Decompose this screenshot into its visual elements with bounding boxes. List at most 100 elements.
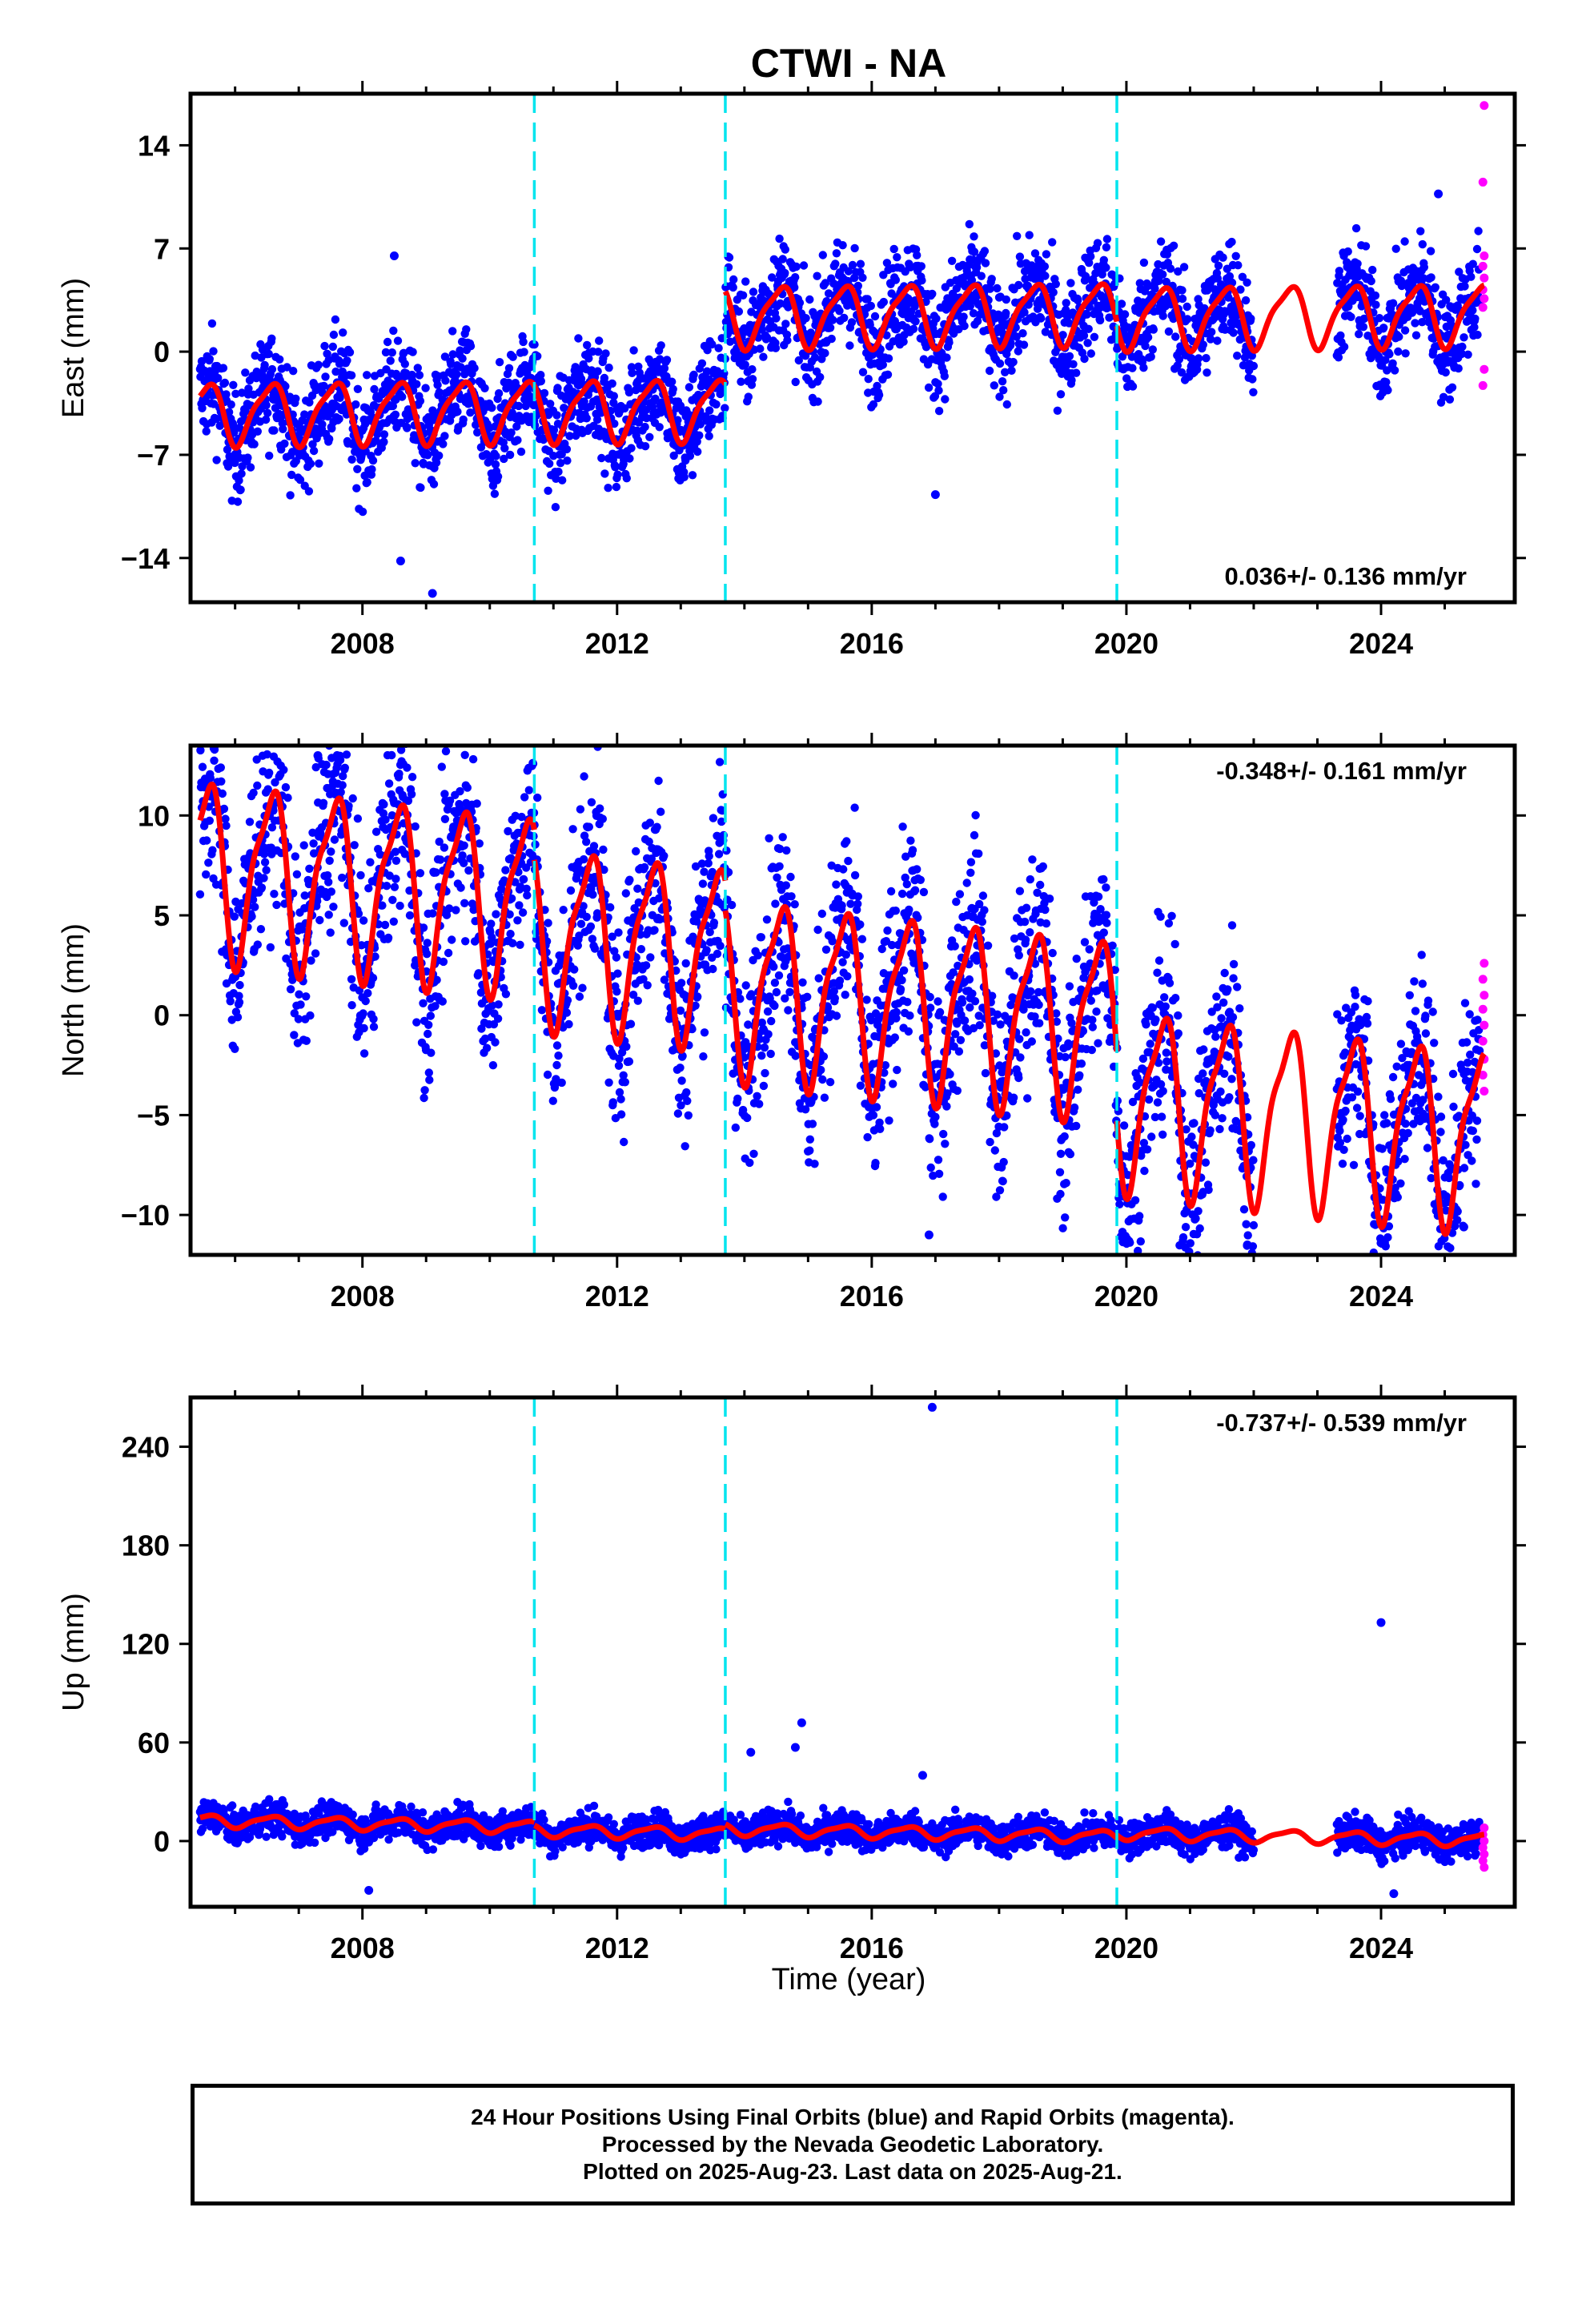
final-orbit-point <box>717 385 726 395</box>
final-orbit-point <box>613 470 622 479</box>
final-orbit-point <box>633 996 642 1005</box>
final-orbit-point <box>980 247 990 255</box>
final-orbit-point <box>829 316 837 324</box>
final-orbit-point <box>379 809 388 818</box>
final-orbit-point <box>290 1031 299 1039</box>
final-orbit-point <box>813 397 822 406</box>
final-orbit-point <box>544 919 552 927</box>
final-orbit-point <box>608 932 616 941</box>
final-orbit-point <box>598 814 607 823</box>
final-orbit-point <box>565 432 574 440</box>
final-orbit-point <box>953 1019 962 1028</box>
final-orbit-point <box>1007 366 1016 375</box>
final-orbit-point <box>359 1049 369 1058</box>
final-orbit-point <box>966 302 975 311</box>
final-orbit-point <box>263 721 271 729</box>
final-orbit-point <box>632 846 640 856</box>
final-orbit-point <box>869 1111 878 1120</box>
final-orbit-point <box>935 1007 945 1017</box>
final-orbit-point <box>522 884 531 894</box>
final-orbit-point <box>500 876 508 885</box>
final-orbit-point <box>705 406 714 415</box>
final-orbit-point <box>755 1100 764 1108</box>
final-orbit-point <box>517 812 526 822</box>
final-orbit-point <box>695 431 704 440</box>
final-orbit-point <box>1351 223 1361 233</box>
final-orbit-point <box>593 367 602 376</box>
final-orbit-point <box>426 1011 435 1020</box>
final-orbit-point <box>610 419 619 428</box>
final-orbit-point <box>291 852 299 861</box>
final-orbit-point <box>616 1095 625 1104</box>
final-orbit-point <box>335 755 345 765</box>
final-orbit-point <box>552 1041 562 1050</box>
final-orbit-point <box>913 865 921 874</box>
final-orbit-point <box>946 1070 954 1079</box>
final-orbit-point <box>290 1009 299 1018</box>
final-orbit-point <box>339 328 347 337</box>
final-orbit-point <box>741 277 750 286</box>
final-orbit-point <box>827 334 836 344</box>
final-orbit-point <box>1343 247 1352 256</box>
final-orbit-point <box>805 1135 814 1144</box>
final-orbit-point <box>996 1083 1006 1092</box>
final-orbit-point <box>934 1169 944 1179</box>
final-orbit-point <box>600 469 609 478</box>
final-orbit-point <box>1041 271 1050 280</box>
final-orbit-point <box>378 901 387 910</box>
final-orbit-point <box>428 909 437 918</box>
final-orbit-point <box>435 451 444 460</box>
final-orbit-point <box>1079 331 1089 340</box>
final-orbit-point <box>753 951 762 960</box>
final-orbit-point <box>640 422 649 432</box>
final-orbit-point <box>995 1061 1004 1070</box>
final-orbit-point <box>263 750 271 759</box>
final-orbit-point <box>801 1105 810 1114</box>
final-orbit-point <box>350 841 359 850</box>
final-orbit-point <box>259 850 269 858</box>
final-orbit-point <box>965 975 974 984</box>
final-orbit-point <box>463 736 471 744</box>
final-orbit-point <box>329 903 338 911</box>
final-orbit-point <box>549 425 559 435</box>
final-orbit-point <box>778 255 787 263</box>
final-orbit-point <box>971 810 980 820</box>
final-orbit-point <box>420 1093 428 1103</box>
final-orbit-point <box>416 483 425 493</box>
final-orbit-point <box>501 866 510 875</box>
final-orbit-point <box>592 909 602 918</box>
final-orbit-point <box>960 1016 970 1025</box>
final-orbit-point <box>727 900 737 910</box>
final-orbit-point <box>315 915 324 925</box>
final-orbit-point <box>271 404 280 412</box>
final-orbit-point <box>429 480 439 489</box>
final-orbit-point <box>685 452 695 460</box>
final-orbit-point <box>864 375 873 384</box>
final-orbit-point <box>945 338 954 347</box>
final-orbit-point <box>384 779 394 788</box>
final-orbit-point <box>626 1019 636 1028</box>
final-orbit-point <box>820 1093 829 1102</box>
final-orbit-point <box>330 835 339 844</box>
final-orbit-point <box>1407 308 1417 317</box>
final-orbit-point <box>492 452 500 460</box>
final-orbit-point <box>993 1010 1002 1019</box>
final-orbit-point <box>554 467 563 476</box>
final-orbit-point <box>518 908 528 917</box>
final-orbit-point <box>272 900 281 910</box>
final-orbit-point <box>1102 235 1112 243</box>
final-orbit-point <box>693 447 702 456</box>
final-orbit-point <box>253 781 262 790</box>
final-orbit-point <box>781 320 790 328</box>
final-orbit-point <box>615 1088 624 1097</box>
final-orbit-point <box>1401 349 1410 358</box>
final-orbit-point <box>386 356 395 365</box>
final-orbit-point <box>850 870 860 880</box>
final-orbit-point <box>744 1020 753 1029</box>
final-orbit-point <box>270 426 279 435</box>
final-orbit-point <box>839 865 848 874</box>
final-orbit-point <box>512 422 521 431</box>
final-orbit-point <box>266 943 275 952</box>
final-orbit-point <box>302 1036 311 1045</box>
final-orbit-point <box>872 1103 881 1112</box>
